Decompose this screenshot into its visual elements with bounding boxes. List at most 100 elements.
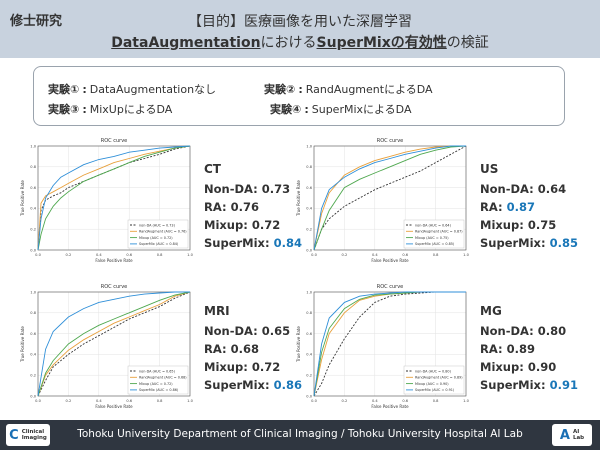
x-tick-label: 1.0 [187, 399, 193, 403]
y-tick-label: 0.2 [306, 374, 312, 378]
legend-entry: Mixup (AUC = 0.72) [139, 236, 173, 240]
y-tick-label: 0.0 [306, 248, 312, 252]
result-value: 0.65 [261, 324, 291, 338]
x-tick-label: 0.2 [342, 253, 348, 257]
x-tick-label: 0.4 [372, 399, 378, 403]
experiment-3-number: 実験③ [48, 103, 80, 116]
results-mg: MG Non-DA: 0.80 RA: 0.89 Mixup: 0.90 Sup… [480, 302, 578, 394]
modality-label: MG [480, 304, 502, 318]
plot-frame [313, 291, 467, 397]
y-tick-label: 0.6 [306, 186, 312, 190]
results-ct: CT Non-DA: 0.73 RA: 0.76 Mixup: 0.72 Sup… [204, 160, 302, 252]
slide-title: 【目的】医療画像を用いた深層学習 [188, 14, 412, 30]
y-tick-label: 1.0 [306, 290, 312, 294]
result-line: Mixup: 0.72 [204, 216, 302, 234]
experiment-4-text: SuperMixによるDA [311, 103, 412, 116]
result-label: Non-DA: [480, 182, 538, 196]
result-label: RA: [204, 342, 231, 356]
experiment-3-text: MixUpによるDA [89, 103, 173, 116]
result-label: Non-DA: [480, 324, 538, 338]
y-tick-label: 0.4 [30, 353, 36, 357]
roc-chart-mri: ROC curve 0.0 0.2 0.4 0.6 0.8 1.0 0.0 0.2 0.4 0.6 0… [16, 280, 196, 416]
x-tick-label: 0.0 [35, 253, 41, 257]
chart-background [16, 134, 196, 270]
results-mri: MRI Non-DA: 0.65 RA: 0.68 Mixup: 0.72 Su… [204, 302, 302, 394]
result-line: Mixup: 0.75 [480, 216, 578, 234]
y-tick-label: 0.2 [30, 374, 36, 378]
result-value-best: 0.86 [273, 378, 302, 392]
x-tick-label: 0.4 [96, 399, 102, 403]
result-value: 0.90 [527, 360, 557, 374]
legend-entry: SuperMix (AUC = 0.85) [415, 242, 455, 246]
result-value: 0.72 [251, 218, 281, 232]
result-label: RA: [204, 200, 231, 214]
x-tick-label: 0.2 [66, 253, 72, 257]
chart-title: ROC curve [101, 138, 128, 144]
y-tick-label: 0.8 [30, 311, 36, 315]
legend-entry: SuperMix (AUC = 0.91) [415, 388, 455, 392]
chart-title: ROC curve [101, 284, 128, 290]
logo-text-line: Clinical [21, 429, 45, 435]
y-tick-label: 1.0 [30, 290, 36, 294]
legend-entry: RandAugment (AUC = 0.89) [415, 376, 463, 380]
result-label: SuperMix: [204, 378, 274, 392]
legend-entry: Mixup (AUC = 0.90) [415, 382, 449, 386]
roc-chart-us: ROC curve 0.0 0.2 0.4 0.6 0.8 1.0 0.0 0.2 0.4 0.6 0… [292, 134, 472, 270]
legend-box [403, 219, 465, 249]
result-line: Non-DA: 0.64 [480, 180, 578, 198]
experiment-2: 実験②: RandAugmentによるDA [264, 81, 433, 97]
result-label: Non-DA: [204, 182, 262, 196]
x-axis-label: False Positive Rate [95, 404, 133, 409]
result-label: RA: [480, 342, 507, 356]
clinical-imaging-logo-text: Clinical Imaging [22, 429, 47, 441]
legend-box [403, 365, 465, 395]
subtitle-part-verify: の検証 [446, 35, 489, 51]
y-axis-label: True Positive Rate [296, 180, 301, 217]
result-line: Non-DA: 0.73 [204, 180, 302, 198]
legend-entry: RandAugment (AUC = 0.76) [139, 230, 187, 234]
result-value-best: 0.85 [549, 236, 578, 250]
header-bar: 修士研究 【目的】医療画像を用いた深層学習 DataAugmentationにお… [0, 0, 600, 58]
result-line: Mixup: 0.72 [204, 358, 302, 376]
chart-background [16, 280, 196, 416]
legend-entry: Mixup (AUC = 0.72) [139, 382, 173, 386]
result-value: 0.68 [230, 342, 259, 356]
y-tick-label: 0.0 [306, 394, 312, 398]
result-line: Mixup: 0.90 [480, 358, 578, 376]
y-tick-label: 0.4 [306, 207, 312, 211]
result-label: SuperMix: [204, 236, 274, 250]
result-line: RA: 0.87 [480, 198, 578, 216]
y-axis-label: True Positive Rate [296, 326, 301, 363]
y-tick-label: 0.8 [30, 165, 36, 169]
experiment-3: 実験③: MixUpによるDA [48, 101, 172, 117]
experiment-1-sep: : [82, 83, 87, 96]
roc-series-line [37, 145, 191, 251]
footer-affiliation: Tohoku University Department of Clinical… [77, 428, 523, 440]
roc-series-line [313, 291, 466, 397]
result-value: 0.89 [506, 342, 535, 356]
result-line: Non-DA: 0.65 [204, 322, 302, 340]
logo-text-line: Imaging [21, 435, 47, 441]
legend-entry: Mixup (AUC = 0.75) [415, 236, 449, 240]
x-tick-label: 1.0 [187, 253, 193, 257]
subtitle-part-supermix: SuperMixの有効性 [316, 35, 447, 51]
modality-label: US [480, 162, 499, 176]
result-line: SuperMix: 0.84 [204, 234, 302, 252]
result-label: SuperMix: [480, 378, 550, 392]
y-tick-label: 0.0 [30, 248, 36, 252]
y-axis-label: True Positive Rate [20, 326, 25, 363]
x-tick-label: 0.8 [433, 399, 439, 403]
x-tick-label: 0.8 [433, 253, 439, 257]
roc-series-line [37, 145, 191, 251]
legend-entry: SuperMix (AUC = 0.86) [139, 388, 179, 392]
roc-series-line [37, 291, 191, 397]
section-tag: 修士研究 [10, 14, 63, 29]
y-axis-label: True Positive Rate [20, 180, 25, 217]
chart-background [292, 134, 472, 270]
experiment-1-number: 実験① [48, 83, 80, 96]
result-line: SuperMix: 0.91 [480, 376, 578, 394]
result-value-best: 0.84 [273, 236, 302, 250]
x-tick-label: 1.0 [463, 253, 469, 257]
legend-entry: SuperMix (AUC = 0.84) [139, 242, 179, 246]
experiment-2-text: RandAugmentによるDA [305, 83, 433, 96]
